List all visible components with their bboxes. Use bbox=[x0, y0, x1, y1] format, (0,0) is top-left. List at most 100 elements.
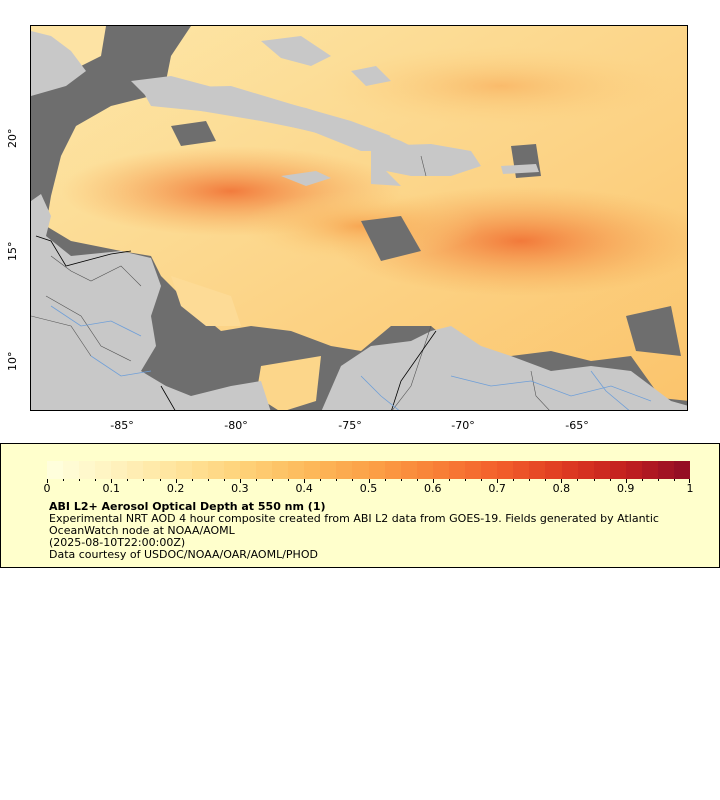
colorbar-segment bbox=[239, 461, 257, 479]
colorbar-segment bbox=[384, 461, 401, 479]
colorbar-minor-tick bbox=[657, 479, 659, 481]
colorbar-tick-label: 0.9 bbox=[616, 482, 635, 495]
colorbar-segment bbox=[288, 461, 305, 479]
colorbar-segment bbox=[352, 461, 369, 479]
colorbar-minor-tick bbox=[304, 479, 306, 481]
colorbar-minor-tick bbox=[368, 479, 370, 481]
colorbar-minor-tick bbox=[497, 479, 499, 481]
colorbar-minor-tick bbox=[272, 479, 274, 481]
colorbar-tick bbox=[689, 479, 690, 483]
colorbar-ticks bbox=[47, 479, 690, 485]
colorbar-minor-tick bbox=[529, 479, 531, 481]
land-hispaniola bbox=[371, 144, 481, 186]
colorbar-minor-tick bbox=[400, 479, 402, 481]
colorbar-minor-tick bbox=[689, 479, 690, 481]
colorbar-minor-tick bbox=[95, 479, 97, 481]
colorbar-tick-label: 0.3 bbox=[231, 482, 249, 495]
colorbar-segment bbox=[448, 461, 466, 479]
colorbar-segment bbox=[368, 461, 385, 479]
colorbar-segment bbox=[256, 461, 273, 479]
colorbar-tick-label: 0.8 bbox=[552, 482, 571, 495]
colorbar-tick-label: 0 bbox=[43, 482, 51, 495]
colorbar-segment bbox=[497, 461, 514, 479]
y-tick-label: 10° bbox=[6, 351, 19, 372]
colorbar-minor-tick bbox=[239, 479, 241, 481]
international-borders bbox=[35, 235, 437, 410]
colorbar-minor-tick bbox=[47, 479, 48, 481]
x-tick-label: -85° bbox=[110, 419, 134, 432]
colorbar-minor-tick bbox=[609, 479, 611, 481]
colorbar-minor-tick bbox=[561, 479, 563, 481]
aod-field-sw bbox=[171, 276, 241, 326]
colorbar-segment bbox=[593, 461, 610, 479]
colorbar-minor-tick bbox=[191, 479, 193, 481]
legend-credit: Data courtesy of USDOC/NOAA/OAR/AOML/PHO… bbox=[49, 548, 318, 561]
colorbar-minor-tick bbox=[545, 479, 547, 481]
colorbar-segment bbox=[79, 461, 96, 479]
colorbar-minor-tick bbox=[127, 479, 129, 481]
colorbar-minor-tick bbox=[111, 479, 113, 481]
x-tick-label: -65° bbox=[565, 419, 589, 432]
colorbar-segment bbox=[465, 461, 482, 479]
colorbar-tick bbox=[47, 479, 48, 483]
colorbar bbox=[47, 461, 691, 479]
colorbar-segment bbox=[609, 461, 626, 479]
colorbar-tick bbox=[368, 479, 370, 483]
country-borders bbox=[31, 155, 550, 410]
colorbar-tick bbox=[432, 479, 434, 483]
colorbar-tick-label: 1 bbox=[686, 482, 694, 495]
colorbar-minor-tick bbox=[288, 479, 290, 481]
colorbar-segment bbox=[432, 461, 449, 479]
colorbar-minor-tick bbox=[352, 479, 354, 481]
colorbar-tick-label: 0.4 bbox=[295, 482, 313, 495]
cloud-gap-1 bbox=[171, 121, 216, 146]
colorbar-segment bbox=[625, 461, 642, 479]
y-tick-label: 15° bbox=[6, 241, 19, 262]
colorbar-minor-tick bbox=[143, 479, 145, 481]
colorbar-segment bbox=[481, 461, 498, 479]
colorbar-minor-tick bbox=[577, 479, 579, 481]
map-canvas bbox=[31, 26, 687, 410]
colorbar-minor-tick bbox=[432, 479, 434, 481]
colorbar-minor-tick bbox=[481, 479, 483, 481]
legend-panel: ABI L2+ Aerosol Optical Depth at 550 nm … bbox=[0, 443, 720, 568]
colorbar-segment bbox=[159, 461, 176, 479]
colorbar-segment bbox=[191, 461, 208, 479]
colorbar-tick-label: 0.7 bbox=[488, 482, 506, 495]
colorbar-segment bbox=[577, 461, 594, 479]
colorbar-minor-tick bbox=[641, 479, 643, 481]
land-yucatan-north bbox=[31, 31, 86, 96]
legend-description: Experimental NRT AOD 4 hour composite cr… bbox=[49, 512, 659, 537]
colorbar-segment bbox=[175, 461, 192, 479]
colorbar-minor-tick bbox=[416, 479, 418, 481]
colorbar-minor-tick bbox=[513, 479, 515, 481]
colorbar-minor-tick bbox=[63, 479, 65, 481]
colorbar-segment bbox=[320, 461, 337, 479]
colorbar-minor-tick bbox=[384, 479, 386, 481]
colorbar-tick bbox=[561, 479, 563, 483]
cloud-gap-3 bbox=[626, 306, 681, 356]
colorbar-minor-tick bbox=[207, 479, 209, 481]
colorbar-minor-tick bbox=[625, 479, 627, 481]
colorbar-tick-label: 0.2 bbox=[166, 482, 185, 495]
dust-core-center bbox=[241, 191, 481, 261]
legend-title: ABI L2+ Aerosol Optical Depth at 550 nm … bbox=[49, 500, 326, 513]
colorbar-segment bbox=[545, 461, 562, 479]
colorbar-segment bbox=[304, 461, 321, 479]
colorbar-minor-tick bbox=[593, 479, 595, 481]
colorbar-segment bbox=[47, 461, 64, 479]
colorbar-segment bbox=[111, 461, 128, 479]
dust-core-north bbox=[321, 46, 681, 126]
colorbar-segment bbox=[127, 461, 144, 479]
colorbar-segment bbox=[272, 461, 289, 479]
colorbar-minor-tick bbox=[159, 479, 161, 481]
colorbar-segment bbox=[63, 461, 80, 479]
x-tick-label: -80° bbox=[224, 419, 248, 432]
colorbar-segment bbox=[657, 461, 675, 479]
colorbar-minor-tick bbox=[175, 479, 177, 481]
colorbar-segment bbox=[529, 461, 546, 479]
colorbar-tick bbox=[175, 479, 177, 483]
rivers bbox=[50, 305, 652, 410]
colorbar-segment bbox=[416, 461, 433, 479]
colorbar-segment bbox=[561, 461, 578, 479]
